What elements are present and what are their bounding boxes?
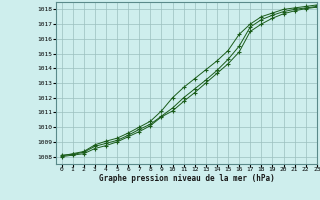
X-axis label: Graphe pression niveau de la mer (hPa): Graphe pression niveau de la mer (hPa): [99, 174, 274, 183]
